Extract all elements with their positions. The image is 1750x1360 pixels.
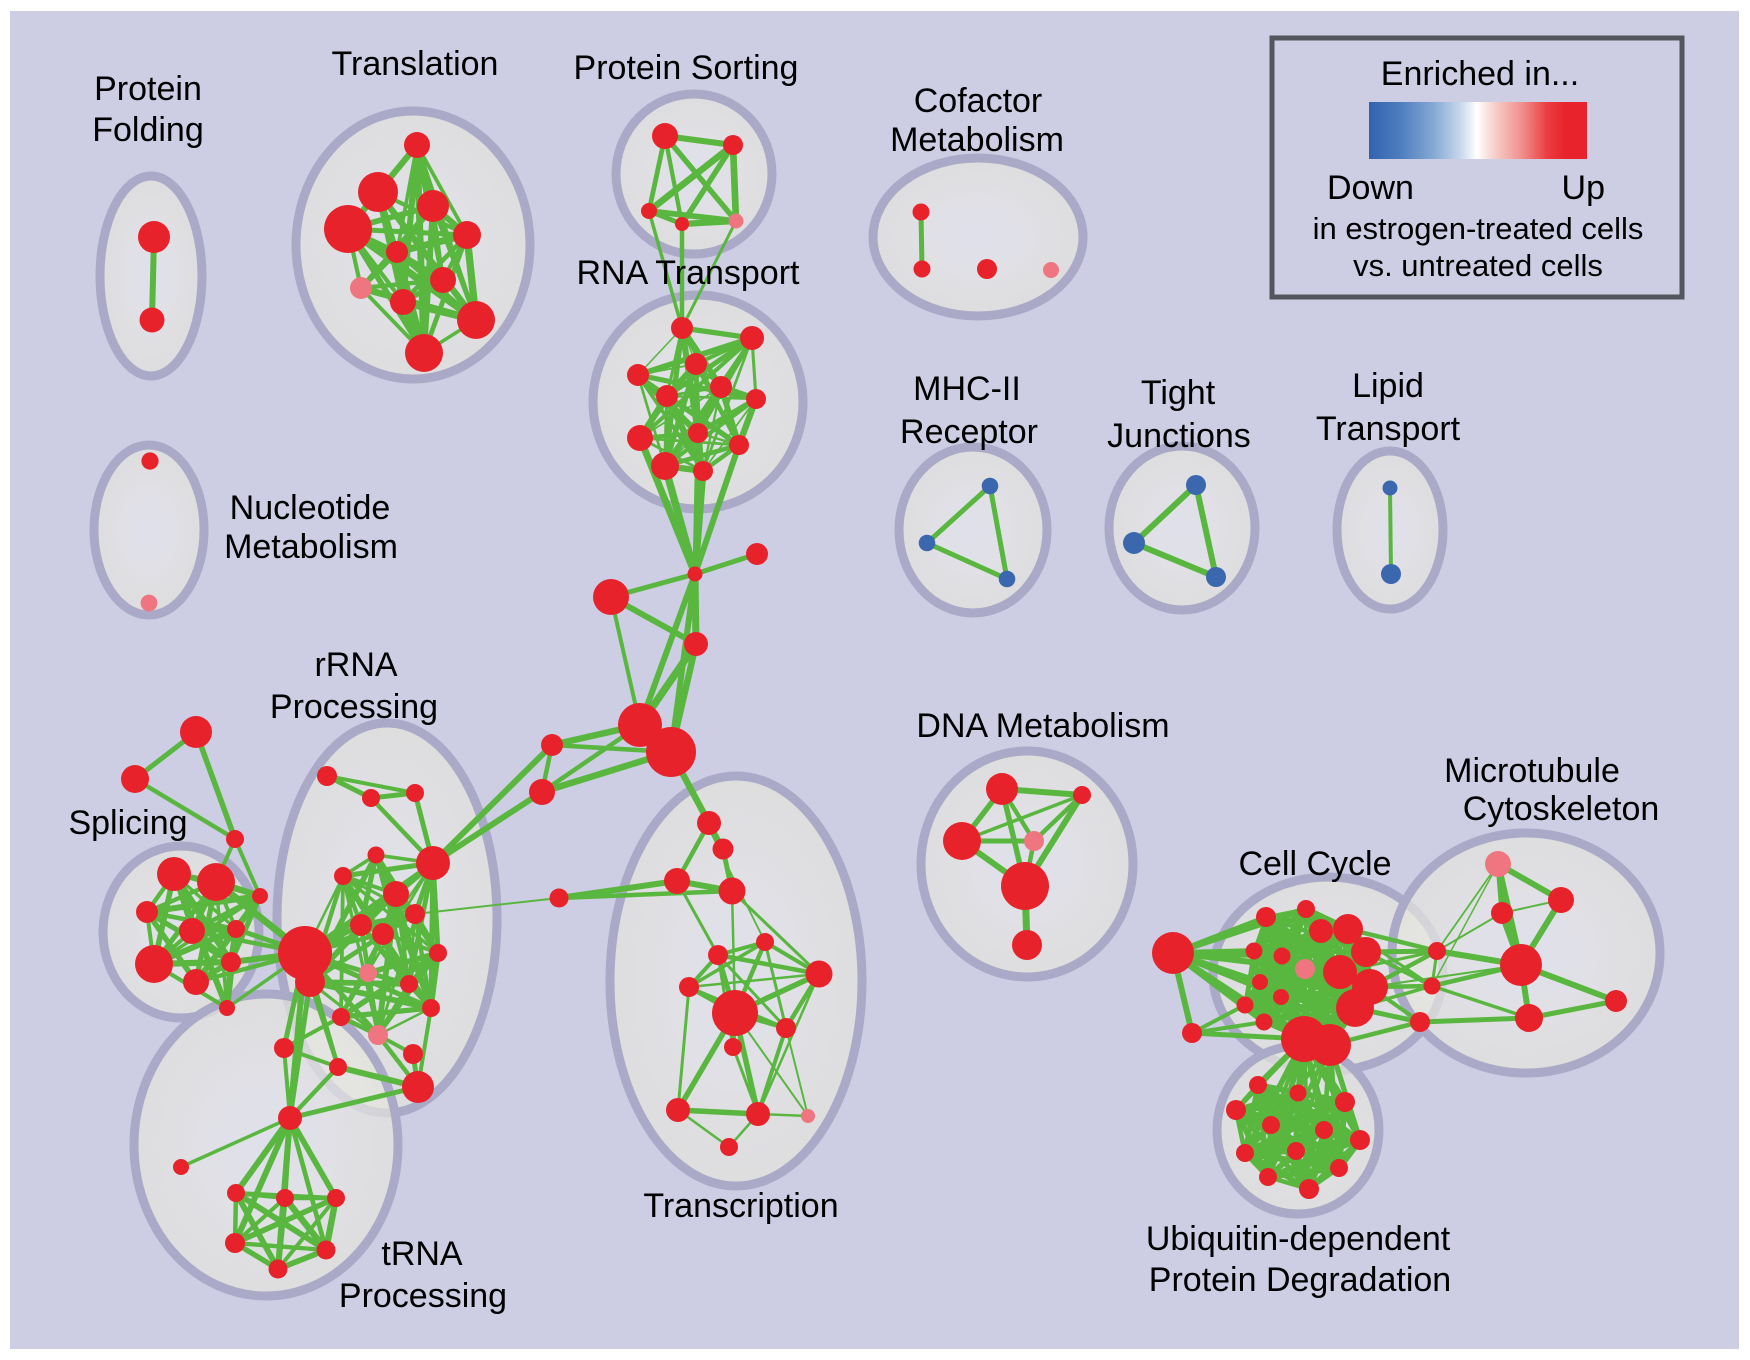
svg-text:vs. untreated cells: vs. untreated cells (1353, 248, 1603, 283)
svg-text:Enriched in...: Enriched in... (1381, 55, 1579, 93)
svg-text:Transcription: Transcription (643, 1187, 838, 1225)
svg-text:Transport: Transport (1316, 410, 1461, 448)
svg-text:Cell Cycle: Cell Cycle (1238, 845, 1391, 883)
svg-text:Processing: Processing (270, 688, 438, 726)
svg-text:Tight: Tight (1141, 374, 1216, 412)
svg-text:Cofactor: Cofactor (914, 82, 1043, 120)
svg-text:Splicing: Splicing (68, 804, 187, 842)
svg-text:MHC-II: MHC-II (913, 370, 1021, 408)
svg-text:Metabolism: Metabolism (224, 528, 398, 566)
svg-text:Lipid: Lipid (1352, 367, 1424, 405)
svg-text:RNA Transport: RNA Transport (577, 254, 801, 292)
svg-text:Protein Degradation: Protein Degradation (1149, 1261, 1451, 1299)
svg-text:Folding: Folding (92, 111, 204, 149)
svg-text:Microtubule: Microtubule (1444, 752, 1620, 790)
svg-text:in estrogen-treated cells: in estrogen-treated cells (1313, 211, 1644, 246)
svg-text:tRNA: tRNA (381, 1235, 463, 1273)
svg-text:Receptor: Receptor (900, 413, 1038, 451)
svg-text:Up: Up (1562, 169, 1605, 207)
svg-text:Protein Sorting: Protein Sorting (574, 49, 799, 87)
svg-text:Junctions: Junctions (1107, 417, 1251, 455)
svg-text:Ubiquitin-dependent: Ubiquitin-dependent (1146, 1220, 1451, 1258)
svg-text:Translation: Translation (332, 45, 499, 83)
svg-text:DNA Metabolism: DNA Metabolism (916, 707, 1169, 745)
svg-text:Processing: Processing (339, 1277, 507, 1315)
svg-text:Down: Down (1327, 169, 1414, 207)
svg-text:Nucleotide: Nucleotide (230, 489, 391, 527)
svg-text:Cytoskeleton: Cytoskeleton (1463, 790, 1660, 828)
svg-text:Protein: Protein (94, 70, 202, 108)
svg-text:rRNA: rRNA (314, 646, 397, 684)
svg-text:Metabolism: Metabolism (890, 121, 1064, 159)
